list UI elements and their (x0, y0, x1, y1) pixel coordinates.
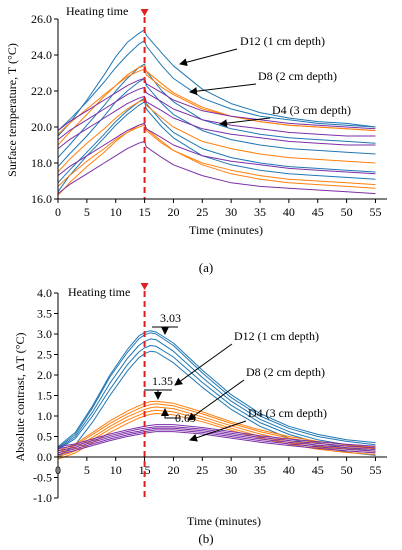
series-line-d12 (57, 332, 376, 449)
heating-time-label: Heating time (68, 285, 130, 299)
y-tick-label: 0.0 (37, 450, 52, 464)
x-tick-label: 5 (84, 205, 90, 219)
y-axis-label: Absolute contrast, ΔT (°C) (13, 333, 27, 462)
annotation-arrow (179, 48, 238, 67)
x-tick-label: 5 (84, 463, 90, 477)
series-line-d8 (57, 400, 376, 452)
series-line-d12 (57, 338, 376, 450)
y-tick-label: 3.0 (37, 327, 52, 341)
x-tick-label: 15 (139, 205, 151, 219)
x-axis-label: Time (minutes) (187, 514, 261, 528)
y-tick-label: 0.5 (37, 430, 52, 444)
series-line-d8 (57, 68, 376, 135)
heating-time-arrow (140, 9, 149, 16)
x-axis-label: Time (minutes) (189, 223, 263, 237)
x-tick-label: 45 (312, 205, 324, 219)
x-tick-label: 0 (55, 205, 61, 219)
x-tick-label: 25 (196, 463, 208, 477)
series-line-d4 (57, 424, 376, 448)
depth-annotation: D4 (3 cm depth) (272, 103, 351, 117)
series-line-d12 (57, 101, 376, 193)
series-line-d8 (57, 124, 376, 187)
x-tick-label: 55 (369, 205, 381, 219)
y-tick-label: 4.0 (37, 286, 52, 300)
heating-time-arrow (140, 283, 149, 290)
series-line-d4 (57, 95, 376, 149)
y-tick-label: 1.5 (37, 389, 52, 403)
depth-annotation: D12 (1 cm depth) (240, 34, 325, 48)
y-tick-label: 2.5 (37, 348, 52, 362)
depth-annotation: D8 (2 cm depth) (258, 69, 337, 83)
series-line-d4 (57, 86, 376, 140)
x-tick-label: 10 (110, 463, 122, 477)
annotation-arrow (189, 420, 247, 442)
depth-annotation: D4 (3 cm depth) (248, 406, 327, 420)
x-tick-label: 20 (167, 205, 179, 219)
y-tick-label: -1.0 (33, 491, 52, 505)
y-tick-label: 2.0 (37, 368, 52, 382)
x-tick-label: 35 (254, 463, 266, 477)
y-tick-label: 24.0 (31, 48, 52, 62)
depth-annotation: D12 (1 cm depth) (234, 329, 319, 343)
series-line-d8 (57, 99, 376, 173)
depth-annotation: D8 (2 cm depth) (246, 365, 325, 379)
panel-a: 16.0 18.0 20.0 22.0 24.0 26.0 0 5 10 15 20 25 30 35 40… (5, 4, 387, 275)
annotation-arrow (174, 343, 233, 386)
x-tick-label: 55 (369, 463, 381, 477)
heating-time-label: Heating time (66, 4, 128, 18)
series-line-d4 (57, 122, 376, 176)
y-tick-label: 26.0 (31, 12, 52, 26)
annotation-arrow (219, 117, 271, 128)
series-line-d12 (57, 40, 376, 131)
x-tick-label: 25 (196, 205, 208, 219)
y-axis-label: Surface temperature, T (°C) (5, 43, 19, 177)
annotation-arrow (189, 83, 257, 96)
panel-label: (a) (199, 260, 213, 275)
series-line-d12 (57, 97, 376, 184)
x-tick-label: 40 (283, 205, 295, 219)
x-tick-label: 35 (254, 205, 266, 219)
panel-b: -1.0 -0.5 0.0 0.5 1.0 1.5 2.0 2.5 3.0 3.5 4.0 0 5 10 1… (13, 283, 387, 546)
y-tick-label: 3.5 (37, 307, 52, 321)
series-line-d8 (57, 406, 376, 456)
series-line-d8 (57, 122, 376, 196)
x-tick-label: 20 (167, 463, 179, 477)
y-tick-label: -0.5 (33, 471, 52, 485)
series-line-d8 (57, 409, 376, 458)
y-tick-label: 16.0 (31, 192, 52, 206)
annotation-arrow (187, 379, 245, 421)
y-tick-label: 1.0 (37, 409, 52, 423)
series-line-d4 (57, 77, 376, 131)
series-line-d4 (57, 427, 376, 452)
series-line-d12 (57, 350, 376, 458)
y-tick-label: 18.0 (31, 156, 52, 170)
series-line-d12 (57, 29, 376, 137)
x-tick-label: 0 (55, 463, 61, 477)
x-tick-label: 40 (283, 463, 295, 477)
x-tick-label: 30 (225, 463, 237, 477)
series-line-d12 (57, 345, 376, 452)
x-tick-label: 50 (341, 463, 353, 477)
panel-label: (b) (198, 531, 213, 546)
series-line-d4 (57, 426, 376, 450)
series-line-d12 (57, 330, 376, 448)
y-tick-label: 20.0 (31, 120, 52, 134)
y-tick-label: 22.0 (31, 84, 52, 98)
x-tick-label: 15 (139, 463, 151, 477)
peak-value-label: 0.69 (175, 411, 196, 425)
x-tick-label: 10 (110, 205, 122, 219)
series-line-d4 (57, 431, 376, 456)
peak-value-label: 3.03 (160, 311, 181, 325)
x-tick-label: 30 (225, 205, 237, 219)
series-line-d4 (57, 140, 376, 195)
series-line-d4 (57, 429, 376, 454)
peak-value-label: 1.35 (152, 374, 173, 388)
x-tick-label: 50 (341, 205, 353, 219)
x-tick-label: 45 (312, 463, 324, 477)
